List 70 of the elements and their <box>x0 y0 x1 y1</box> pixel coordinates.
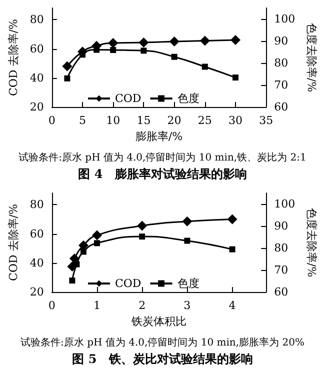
point <box>202 64 208 70</box>
y-tick-label: 20 <box>30 286 44 298</box>
point <box>64 75 70 82</box>
y2-tick-label: 90 <box>274 220 288 232</box>
point <box>94 240 100 246</box>
legend-label: 色度 <box>177 92 200 105</box>
x-tick-label: 3 <box>184 299 191 312</box>
point <box>227 214 238 224</box>
y-tick-label: 20 <box>30 100 44 114</box>
y-axis-title: COD 去除率/% <box>7 19 20 96</box>
y-tick-label: 80 <box>30 198 44 212</box>
x-tick-label: 0 <box>48 114 56 127</box>
text: 图 4 膨胀率对试验结果的影响 <box>78 167 247 181</box>
text: 试验条件:原水 pH 值为 4.0,停留时间为 10 min,铁、炭比为 2:1 <box>18 152 306 164</box>
x-tick-label: 25 <box>198 114 212 127</box>
x-tick-label: 5 <box>79 114 86 127</box>
y2-tick-label: 100 <box>274 12 296 26</box>
point <box>200 36 210 46</box>
point <box>138 38 149 48</box>
y2-tick-label: 70 <box>274 264 288 276</box>
y-tick-label: 80 <box>30 13 44 26</box>
y-tick-label: 60 <box>30 227 44 240</box>
point <box>184 238 190 244</box>
x-tick-label: 2 <box>138 299 146 312</box>
y-tick-label: 60 <box>30 42 44 56</box>
x-tick-label: 35 <box>259 114 274 127</box>
x-tick-label: 1 <box>93 299 100 312</box>
x-tick-label: 10 <box>106 114 120 127</box>
y-tick-label: 40 <box>30 71 44 84</box>
point <box>137 220 148 231</box>
point <box>169 36 180 46</box>
legend-label: 色度 <box>177 277 200 290</box>
x-axis-title: 膨胀率/% <box>135 130 183 143</box>
legend-label: COD <box>115 277 142 290</box>
point <box>69 254 80 264</box>
point <box>108 38 118 48</box>
point <box>80 248 86 255</box>
text: 图 5 铁、炭比对试验结果的影响 <box>72 352 253 366</box>
text: 试验条件:原水 pH 值为 4.0,停留时间为 10 min,膨胀率为 20% <box>20 336 304 348</box>
y2-tick-label: 80 <box>274 242 288 254</box>
point <box>69 278 76 284</box>
x-tick-label: 20 <box>167 114 182 127</box>
point <box>230 35 241 46</box>
y2-tick-label: 90 <box>274 34 288 48</box>
y2-axis-title: 色度去除率/% <box>305 208 318 278</box>
point <box>229 246 236 252</box>
x-axis-title: 铁炭体积比 <box>130 314 186 328</box>
y2-tick-label: 70 <box>274 78 288 92</box>
y2-tick-label: 60 <box>274 286 288 298</box>
y-axis-title: COD 去除率/% <box>7 204 20 281</box>
point <box>74 261 80 268</box>
point <box>140 48 147 54</box>
point <box>171 54 178 60</box>
y2-axis-title: 色度去除率/% <box>305 22 318 92</box>
y-tick-label: 40 <box>30 256 44 270</box>
legend-label: COD <box>115 92 142 105</box>
point <box>78 240 88 250</box>
x-tick-label: 4 <box>228 299 236 312</box>
point <box>139 234 146 240</box>
point <box>62 61 72 72</box>
point <box>92 230 102 240</box>
point <box>182 216 192 226</box>
y2-tick-label: 60 <box>274 100 288 114</box>
x-tick-label: 30 <box>228 114 243 127</box>
point <box>110 47 116 54</box>
point <box>232 74 239 81</box>
x-tick-label: 15 <box>136 114 151 127</box>
y2-tick-label: 100 <box>274 198 296 210</box>
y2-tick-label: 80 <box>274 56 288 70</box>
x-tick-label: 0 <box>48 299 56 312</box>
